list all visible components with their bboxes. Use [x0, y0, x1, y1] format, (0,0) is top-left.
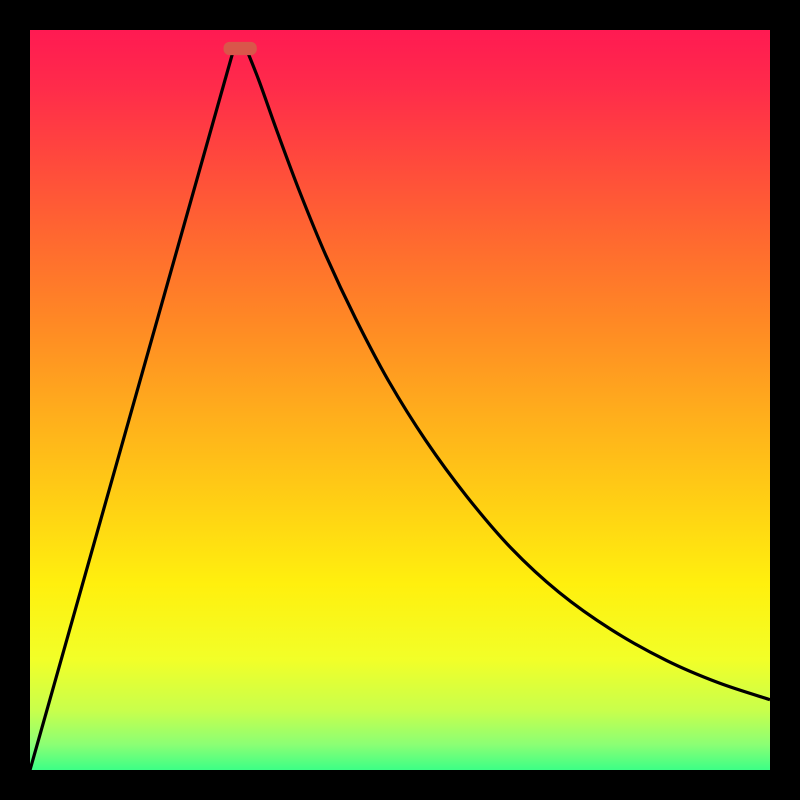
- chart-svg: [30, 30, 770, 770]
- chart-plot-area: [30, 30, 770, 770]
- frame-border-top: [0, 0, 800, 30]
- optimum-marker: [224, 42, 257, 55]
- frame-border-left: [0, 0, 30, 800]
- frame-border-right: [770, 0, 800, 800]
- frame-border-bottom: [0, 770, 800, 800]
